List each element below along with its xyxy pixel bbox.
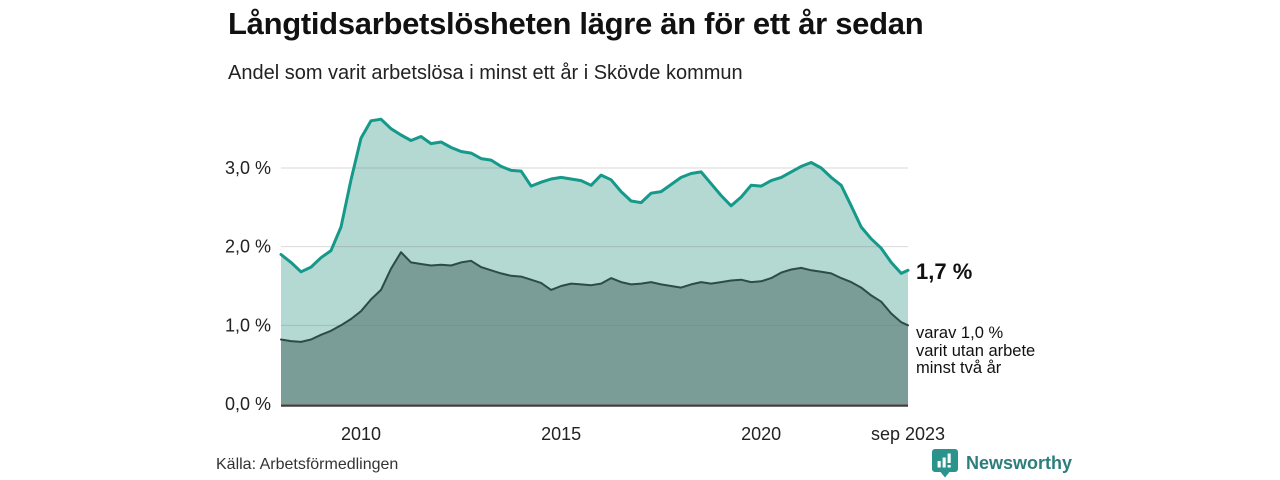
two-year-line bbox=[280, 251, 909, 343]
y-tick-label: 0,0 % bbox=[225, 394, 271, 414]
two-year-area-fill bbox=[281, 252, 908, 404]
x-tick-label: 2010 bbox=[341, 424, 381, 444]
brand-logo: Newsworthy bbox=[931, 448, 1072, 478]
gridlines bbox=[281, 167, 908, 326]
breakdown-line: minst två år bbox=[916, 359, 1002, 377]
x-tick-label: 2020 bbox=[741, 424, 781, 444]
chart-subtitle: Andel som varit arbetslösa i minst ett å… bbox=[228, 62, 743, 84]
latest-value-label: 1,7 % bbox=[916, 259, 973, 284]
x-axis-tick-labels: 2010 2015 2020 sep 2023 bbox=[341, 424, 945, 444]
x-tick-label: sep 2023 bbox=[871, 424, 945, 444]
breakdown-annotation: varav 1,0 % varit utan arbete minst två … bbox=[916, 324, 1036, 378]
newsworthy-icon bbox=[932, 449, 958, 478]
x-tick-label: 2015 bbox=[541, 424, 581, 444]
y-tick-label: 2,0 % bbox=[225, 237, 271, 257]
breakdown-line: varit utan arbete bbox=[916, 341, 1036, 360]
source-credit: Källa: Arbetsförmedlingen bbox=[216, 456, 399, 473]
brand-name: Newsworthy bbox=[966, 452, 1073, 473]
y-tick-label: 1,0 % bbox=[225, 315, 271, 335]
y-tick-label: 3,0 % bbox=[225, 158, 271, 178]
page-title: Långtidsarbetslösheten lägre än för ett … bbox=[228, 6, 924, 41]
series-lines bbox=[279, 117, 910, 343]
breakdown-line: varav 1,0 % bbox=[916, 324, 1004, 342]
area-fills bbox=[281, 119, 908, 404]
y-axis-tick-labels: 0,0 % 1,0 % 2,0 % 3,0 % bbox=[225, 158, 271, 414]
total-line bbox=[279, 117, 910, 275]
